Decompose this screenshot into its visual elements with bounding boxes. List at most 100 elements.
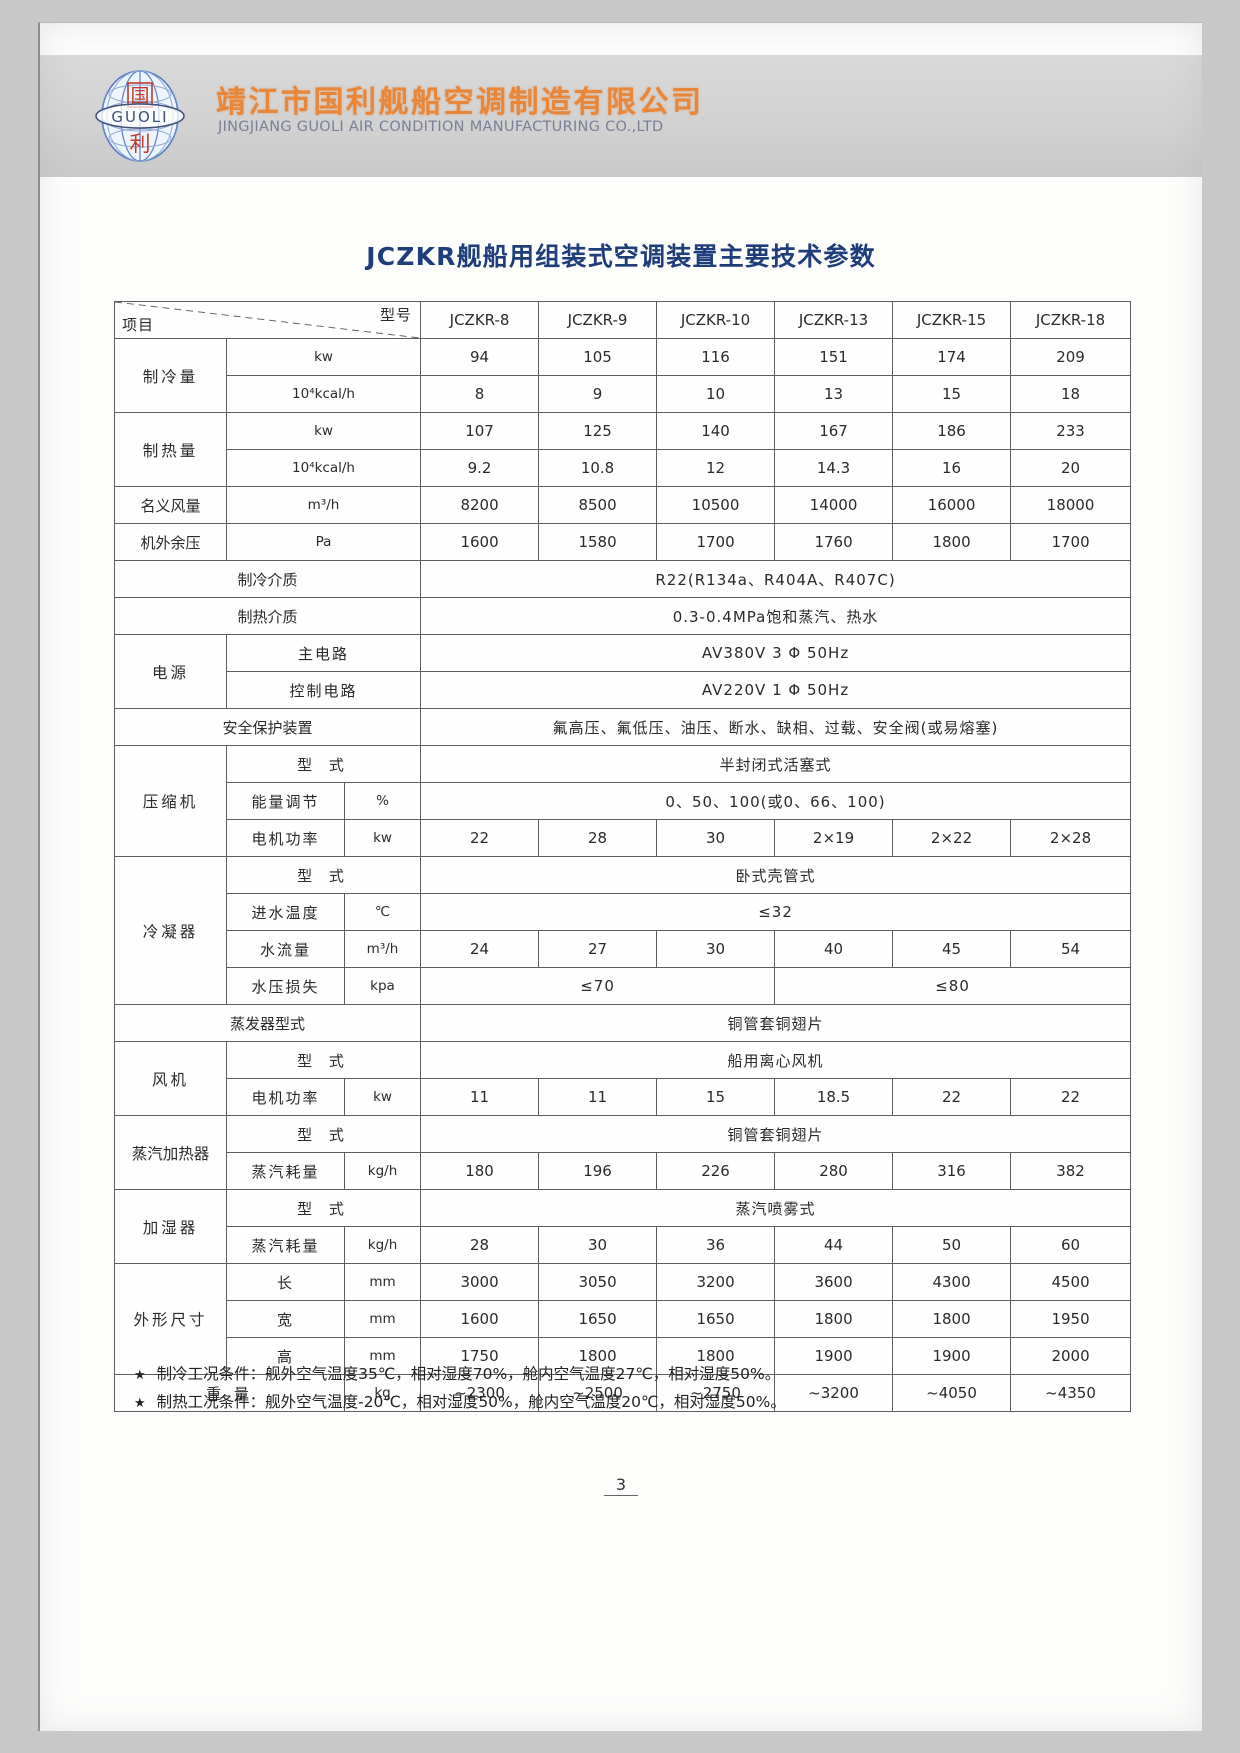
unit-cell: kg/h [343, 1152, 422, 1190]
table-header-row: 项目 型号 JCZKR-8 JCZKR-9 JCZKR-10 JCZKR-13 … [113, 301, 1132, 339]
page-number-container: 3 [40, 1475, 1202, 1496]
value-cell: 10500 [656, 486, 776, 524]
group-dimensions: 外形尺寸 [114, 1263, 227, 1375]
value-cell: 15 [892, 375, 1012, 413]
value-cell: 28 [420, 1226, 540, 1264]
value-cell: 8500 [538, 486, 658, 524]
row-steam-heater-consumption: 蒸汽耗量 kg/h 180 196 226 280 316 382 [115, 1152, 1132, 1190]
page-number: 3 [603, 1475, 639, 1496]
value-cell: 16000 [892, 486, 1012, 524]
value-cell: 9 [538, 375, 658, 413]
label-water-flow: 水流量 [226, 930, 345, 968]
unit-cell: kg/h [343, 1226, 422, 1264]
value-cell: 196 [538, 1152, 658, 1190]
page-header: 国 利 GUOLI 靖江市国利舰船空调制造有限公司 JINGJIANG GUOL… [40, 55, 1202, 177]
row-refrigerant: 制冷介质 R22(R134a、R404A、R407C) [113, 560, 1132, 598]
value-cell: 54 [1010, 930, 1132, 968]
label-external-static-pressure: 机外余压 [114, 523, 227, 561]
group-cooling-capacity: 制冷量 [114, 338, 227, 413]
value-cell: 11 [420, 1078, 540, 1116]
company-name-cn: 靖江市国利舰船空调制造有限公司 [216, 85, 704, 120]
value-cell: 30 [656, 930, 776, 968]
corner-item-label: 项目 [122, 316, 155, 334]
value-main-circuit: AV380V 3 Φ 50Hz [420, 634, 1132, 672]
label-dimension-height: 高 [226, 1337, 345, 1375]
value-cell: 1650 [538, 1300, 658, 1338]
unit-cell: kw [343, 1078, 422, 1116]
value-cell: 4300 [892, 1263, 1012, 1301]
scanned-page: 国 利 GUOLI 靖江市国利舰船空调制造有限公司 JINGJIANG GUOL… [38, 22, 1202, 1731]
star-icon: ★ [134, 1396, 146, 1411]
value-cell: 167 [774, 412, 894, 450]
value-cell: 14.3 [774, 449, 894, 487]
value-cell: 186 [892, 412, 1012, 450]
unit-cell: m³/h [225, 486, 422, 524]
unit-cell: mm [343, 1337, 422, 1375]
value-cell: 174 [892, 338, 1012, 376]
value-fan-type: 船用离心风机 [420, 1041, 1132, 1079]
row-humidifier-steam: 蒸汽耗量 kg/h 28 30 36 44 50 60 [115, 1226, 1132, 1264]
label-weight: 重 量 [114, 1374, 345, 1412]
label-steam-heater-type: 型 式 [225, 1115, 422, 1153]
value-steam-heater-type: 铜管套铜翅片 [420, 1115, 1132, 1153]
label-compressor-motor-power: 电机功率 [226, 819, 345, 857]
value-cell: 12 [656, 449, 776, 487]
value-cell: 1760 [774, 523, 894, 561]
value-cell: 18000 [1010, 486, 1132, 524]
value-humidifier-type: 蒸汽喷雾式 [420, 1189, 1132, 1227]
unit-cell: kw [343, 819, 422, 857]
value-cell: 22 [1010, 1078, 1132, 1116]
value-cell: 10.8 [538, 449, 658, 487]
svg-text:GUOLI: GUOLI [111, 108, 168, 126]
value-cell: 8 [420, 375, 540, 413]
value-water-pressure-loss-low: ≤70 [420, 967, 776, 1005]
value-cell: 107 [420, 412, 540, 450]
label-water-pressure-loss: 水压损失 [226, 967, 345, 1005]
value-cell: 1580 [538, 523, 658, 561]
unit-cell: kg [343, 1374, 422, 1412]
spec-table-container: 项目 型号 JCZKR-8 JCZKR-9 JCZKR-10 JCZKR-13 … [113, 301, 1132, 1412]
value-cell: 125 [538, 412, 658, 450]
row-heating-medium: 制热介质 0.3-0.4MPa饱和蒸汽、热水 [113, 597, 1132, 635]
value-cell: 1800 [538, 1337, 658, 1375]
value-compressor-type: 半封闭式活塞式 [420, 745, 1132, 783]
value-cell: 27 [538, 930, 658, 968]
label-fan-motor-power: 电机功率 [226, 1078, 345, 1116]
value-cell: 1600 [420, 523, 540, 561]
row-fan-type: 风机 型 式 船用离心风机 [114, 1041, 1132, 1116]
value-cell: 3050 [538, 1263, 658, 1301]
value-cell: ~3200 [774, 1374, 894, 1412]
value-cell: 9.2 [420, 449, 540, 487]
value-cell: 36 [656, 1226, 776, 1264]
group-steam-heater: 蒸汽加热器 [114, 1115, 227, 1190]
value-cell: 1800 [774, 1300, 894, 1338]
label-fan-type: 型 式 [225, 1041, 422, 1079]
value-safety-devices: 氟高压、氟低压、油压、断水、缺相、过载、安全阀(或易熔塞) [420, 708, 1132, 746]
row-main-circuit: 电源 主电路 AV380V 3 Φ 50Hz [114, 634, 1132, 709]
row-humidifier-type: 加湿器 型 式 蒸汽喷雾式 [114, 1189, 1132, 1264]
value-cell: 10 [656, 375, 776, 413]
value-cell: 44 [774, 1226, 894, 1264]
value-cell: 180 [420, 1152, 540, 1190]
value-cell: 18 [1010, 375, 1132, 413]
row-capacity-control: 能量调节 % 0、50、100(或0、66、100) [115, 782, 1132, 820]
value-cell: 3600 [774, 1263, 894, 1301]
row-external-static-pressure: 机外余压 Pa 1600 1580 1700 1760 1800 1700 [114, 523, 1132, 561]
star-icon: ★ [134, 1368, 146, 1383]
value-cell: 2×19 [774, 819, 894, 857]
row-compressor-type: 压缩机 型 式 半封闭式活塞式 [114, 745, 1132, 857]
model-header: JCZKR-9 [538, 301, 658, 339]
value-cell: 15 [656, 1078, 776, 1116]
footnote-text: 制冷工况条件：舰外空气温度35℃，相对湿度70%，舱内空气温度27℃，相对湿度5… [156, 1365, 781, 1383]
row-compressor-motor-power: 电机功率 kw 22 28 30 2×19 2×22 2×28 [115, 819, 1132, 857]
label-humidifier-type: 型 式 [225, 1189, 422, 1227]
model-header: JCZKR-8 [420, 301, 540, 339]
value-cell: 11 [538, 1078, 658, 1116]
value-cell: 140 [656, 412, 776, 450]
row-steam-heater-type: 蒸汽加热器 型 式 铜管套铜翅片 [114, 1115, 1132, 1190]
unit-cell: 10⁴kcal/h [225, 375, 422, 413]
model-header: JCZKR-18 [1010, 301, 1132, 339]
model-header: JCZKR-15 [892, 301, 1012, 339]
value-cell: 226 [656, 1152, 776, 1190]
value-condenser-type: 卧式壳管式 [420, 856, 1132, 894]
